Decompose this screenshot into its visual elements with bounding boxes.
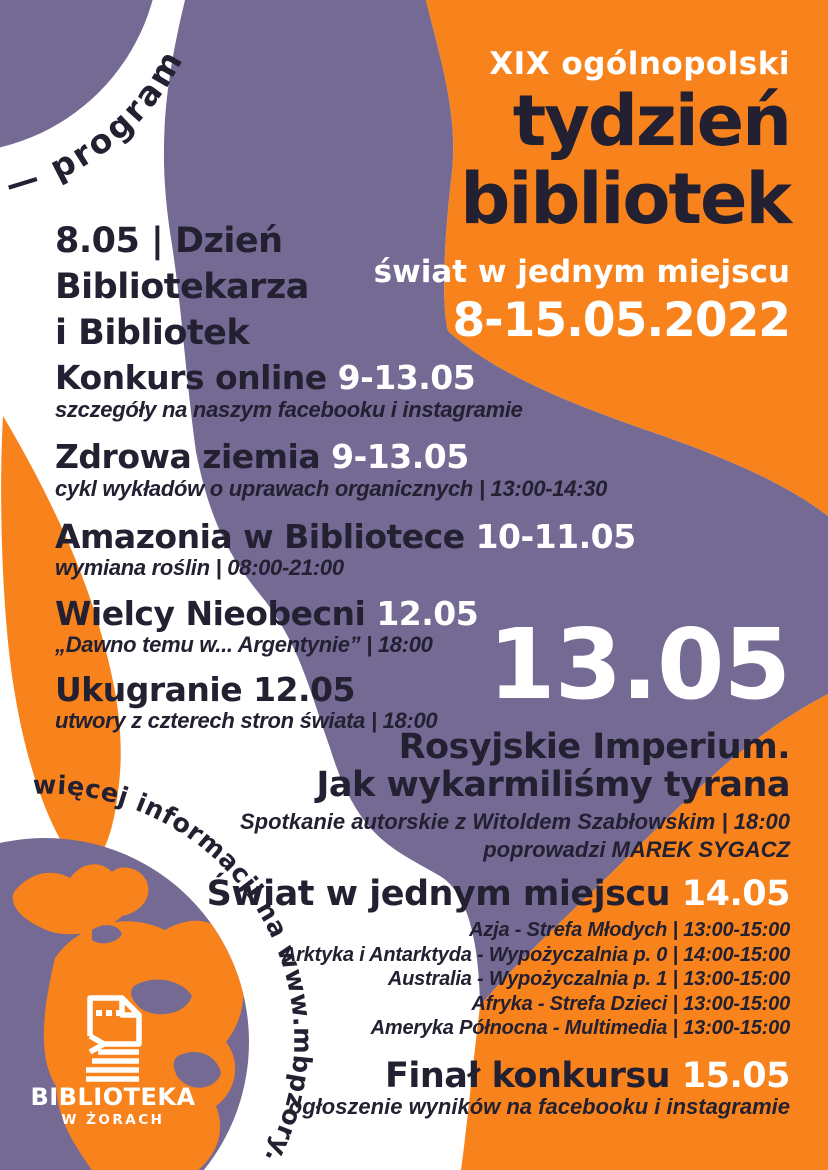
opening-event-line2: Bibliotekarza <box>55 267 309 307</box>
world-day-schedule: Azja - Strefa Młodych | 13:00-15:00 Arkt… <box>282 918 790 1041</box>
library-logo <box>86 995 142 1082</box>
continent-north <box>12 864 149 935</box>
globe-bay-3 <box>92 925 122 944</box>
logo-turn-icon <box>88 1033 107 1055</box>
world-day-date: 14.05 <box>681 874 791 914</box>
orange-left-wedge <box>1 416 121 872</box>
logo-subtitle: W ŻORACH <box>62 1111 165 1128</box>
event-title: Amazonia w Bibliotece <box>55 517 465 556</box>
featured-event-title-line2: Jak wykarmiliśmy tyrana <box>316 765 790 805</box>
event-date: 10-11.05 <box>475 517 637 556</box>
poster-subtitle: świat w jednym miejscu <box>373 254 790 290</box>
continent-main <box>43 920 244 1170</box>
event-date: 12.05 <box>253 670 355 709</box>
featured-event-detail2: poprowadzi MAREK SYGACZ <box>483 837 790 862</box>
event-wielcy-nieobecni-details: „Dawno temu w... Argentynie” | 18:00 <box>55 632 433 657</box>
globe-bay-2 <box>173 1052 221 1088</box>
event-konkurs-online-details: szczegóły na naszym facebooku i instagra… <box>55 397 523 422</box>
schedule-item: Australia - Wypożyczalnia p. 1 | 13:00-1… <box>387 968 790 990</box>
event-date: 9-13.05 <box>337 358 476 397</box>
event-wielcy-nieobecni: Wielcy Nieobecni 12.05 <box>55 594 479 633</box>
orange-bottom-blob <box>461 694 828 1170</box>
poster-title-line1: tydzień <box>512 80 792 162</box>
event-title: Ukugranie <box>55 670 243 709</box>
event-date: 12.05 <box>376 594 479 633</box>
schedule-item: Arktyka i Antarktyda - Wypożyczalnia p. … <box>281 943 790 966</box>
orange-top-blob <box>426 0 828 516</box>
event-title: Zdrowa ziemia <box>55 437 321 476</box>
schedule-item: Ameryka Północna - Multimedia | 13:00-15… <box>370 1017 791 1039</box>
schedule-item: Afryka - Strefa Dzieci | 13:00-15:00 <box>471 992 790 1015</box>
opening-event: 8.05 | Dzień Bibliotekarza i Bibliotek <box>55 218 309 356</box>
final-event-details: ogłoszenie wyników na facebooku i instag… <box>288 1094 790 1119</box>
event-date: 9-13.05 <box>331 437 469 476</box>
final-event-date: 15.05 <box>681 1056 791 1096</box>
event-amazonia: Amazonia w Bibliotece 10-11.05 <box>55 517 636 556</box>
event-title: Konkurs online <box>55 358 327 397</box>
event-zdrowa-ziemia-details: cykl wykładów o uprawach organicznych | … <box>55 476 608 501</box>
final-event-heading: Finał konkursu 15.05 <box>384 1056 791 1096</box>
world-day-title: Świat w jednym miejscu <box>206 874 671 914</box>
poster-title-line2: bibliotek <box>460 158 792 240</box>
poster-date-range: 8-15.05.2022 <box>452 293 791 348</box>
event-ukugranie: Ukugranie 12.05 <box>55 670 355 709</box>
opening-event-line3: i Bibliotek <box>55 313 250 353</box>
schedule-item: Azja - Strefa Młodych | 13:00-15:00 <box>469 919 790 941</box>
program-disc <box>0 0 153 148</box>
world-day-heading: Świat w jednym miejscu 14.05 <box>206 874 791 914</box>
purple-swoosh-shape <box>163 0 828 1006</box>
opening-event-line1: 8.05 | Dzień <box>55 221 283 261</box>
logo-page-icon <box>87 995 142 1047</box>
event-title: Wielcy Nieobecni <box>55 594 366 633</box>
globe-bay-1 <box>131 979 192 1015</box>
logo-dots-icon <box>96 1010 122 1016</box>
event-zdrowa-ziemia: Zdrowa ziemia 9-13.05 <box>55 437 469 476</box>
logo-title: BIBLIOTEKA <box>30 1083 195 1111</box>
featured-event-title-line1: Rosyjskie Imperium. <box>398 727 791 767</box>
featured-event-detail1: Spotkanie autorskie z Witoldem Szabłowsk… <box>240 809 790 834</box>
logo-pages-icon <box>86 1049 139 1082</box>
event-ukugranie-details: utwory z czterech stron świata | 18:00 <box>55 708 438 733</box>
event-konkurs-online: Konkurs online 9-13.05 <box>55 358 476 397</box>
globe-continents <box>12 864 244 1170</box>
event-amazonia-details: wymiana roślin | 08:00-21:00 <box>55 555 344 580</box>
featured-event-date: 13.05 <box>488 608 791 721</box>
edition-label: XIX ogólnopolski <box>489 46 790 82</box>
final-event-title: Finał konkursu <box>384 1056 671 1096</box>
